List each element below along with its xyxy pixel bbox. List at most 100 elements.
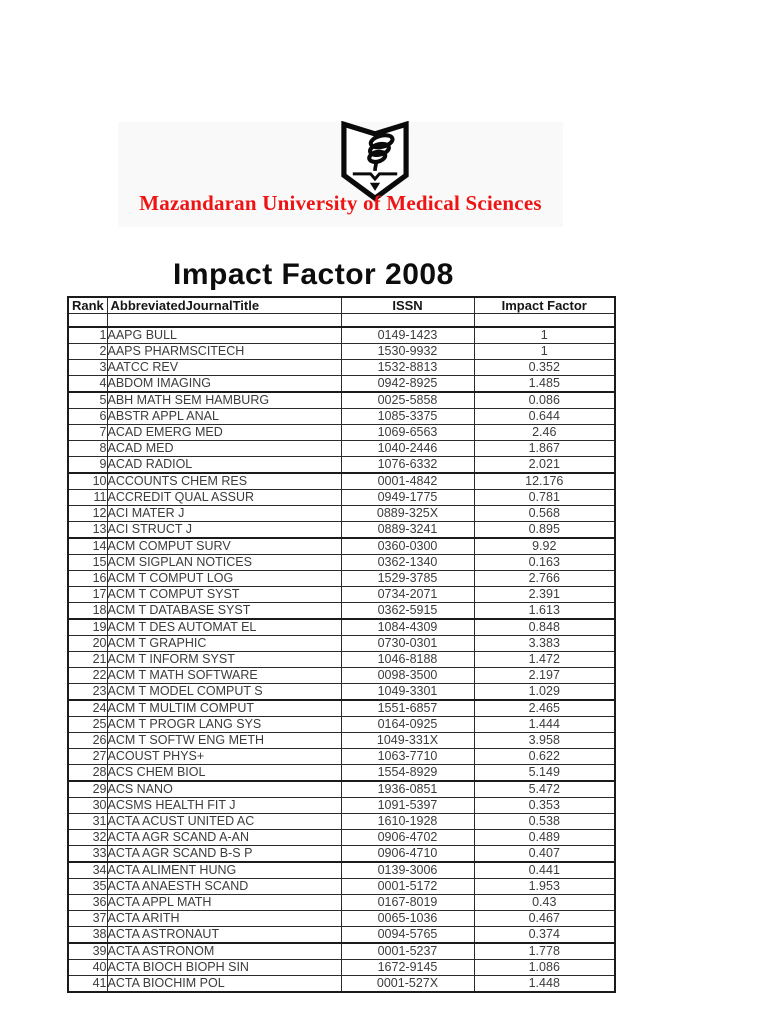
impact-factor-cell: 0.441	[473, 861, 616, 879]
journal-title-cell: ACM T COMPUT LOG	[106, 569, 342, 587]
impact-factor-cell: 1.086	[473, 958, 616, 976]
rank-cell: 14	[67, 537, 108, 555]
rank-cell: 6	[67, 407, 108, 425]
journal-title-cell: ACTA ASTRONOM	[106, 942, 342, 960]
rank-cell: 23	[67, 682, 108, 701]
journal-title-cell: ABDOM IMAGING	[106, 374, 342, 393]
issn-cell: 1063-7710	[340, 747, 475, 765]
table-row: 13 ACI STRUCT J 0889-3241 0.895	[67, 520, 616, 539]
rank-cell: 1	[67, 326, 108, 344]
issn-cell: 1532-8813	[340, 358, 475, 376]
journal-title-cell: ACTA APPL MATH	[106, 893, 342, 911]
table-row: 12 ACI MATER J 0889-325X 0.568	[67, 504, 616, 522]
mazandaran-university-logo	[341, 121, 409, 202]
issn-cell: 0025-5858	[340, 391, 475, 409]
issn-cell: 1530-9932	[340, 342, 475, 360]
impact-factor-cell: 2.197	[473, 666, 616, 684]
journal-title-cell: ACM T PROGR LANG SYS	[106, 715, 342, 733]
table-row: 2 AAPS PHARMSCITECH 1530-9932 1	[67, 342, 616, 360]
impact-factor-cell: 5.472	[473, 780, 616, 798]
impact-factor-cell: 0.848	[473, 618, 616, 636]
impact-factor-cell: 2.766	[473, 569, 616, 587]
issn-cell: 1551-6857	[340, 699, 475, 717]
rank-cell: 21	[67, 650, 108, 668]
issn-cell: 0139-3006	[340, 861, 475, 879]
issn-cell: 0098-3500	[340, 666, 475, 684]
table-row: 33 ACTA AGR SCAND B-S P 0906-4710 0.407	[67, 844, 616, 863]
issn-cell: 0734-2071	[340, 585, 475, 603]
impact-factor-cell: 0.353	[473, 796, 616, 814]
rank-cell: 4	[67, 374, 108, 393]
rank-cell: 11	[67, 488, 108, 506]
issn-cell: 0001-527X	[340, 974, 475, 992]
table-row: 15 ACM SIGPLAN NOTICES 0362-1340 0.163	[67, 553, 616, 571]
impact-factor-cell: 1.953	[473, 877, 616, 895]
journal-title-cell: ACI STRUCT J	[106, 520, 342, 539]
impact-factor-cell: 1.778	[473, 942, 616, 960]
issn-cell: 1610-1928	[340, 812, 475, 830]
journal-title-cell: ACTA ARITH	[106, 909, 342, 927]
empty-cell	[106, 313, 342, 328]
journal-title-cell: ACTA ALIMENT HUNG	[106, 861, 342, 879]
impact-factor-cell: 1.613	[473, 601, 616, 620]
issn-cell: 1069-6563	[340, 423, 475, 441]
table-header-row: Rank AbbreviatedJournalTitle ISSN Impact…	[67, 296, 616, 314]
rank-cell: 40	[67, 958, 108, 976]
impact-factor-cell: 0.622	[473, 747, 616, 765]
rank-cell: 31	[67, 812, 108, 830]
impact-factor-cell: 1.029	[473, 682, 616, 701]
rank-cell: 34	[67, 861, 108, 879]
empty-cell	[340, 313, 475, 328]
journal-title-cell: AATCC REV	[106, 358, 342, 376]
impact-factor-cell: 3.383	[473, 634, 616, 652]
rank-cell: 28	[67, 763, 108, 782]
column-header-issn: ISSN	[340, 296, 475, 314]
issn-cell: 1084-4309	[340, 618, 475, 636]
table-row: 31 ACTA ACUST UNITED AC 1610-1928 0.538	[67, 812, 616, 830]
impact-factor-cell: 2.021	[473, 455, 616, 474]
column-header-journal-title: AbbreviatedJournalTitle	[106, 296, 342, 314]
table-row: 16 ACM T COMPUT LOG 1529-3785 2.766	[67, 569, 616, 587]
impact-factor-cell: 1.472	[473, 650, 616, 668]
table-row: 14 ACM COMPUT SURV 0360-0300 9.92	[67, 537, 616, 555]
impact-factor-cell: 0.407	[473, 844, 616, 863]
issn-cell: 0949-1775	[340, 488, 475, 506]
table-row: 19 ACM T DES AUTOMAT EL 1084-4309 0.848	[67, 618, 616, 636]
impact-factor-cell: 1	[473, 326, 616, 344]
issn-cell: 1040-2446	[340, 439, 475, 457]
issn-cell: 0889-325X	[340, 504, 475, 522]
impact-factor-cell: 1.485	[473, 374, 616, 393]
impact-factor-cell: 2.46	[473, 423, 616, 441]
rank-cell: 3	[67, 358, 108, 376]
spacer-row	[67, 313, 616, 328]
issn-cell: 1554-8929	[340, 763, 475, 782]
rank-cell: 7	[67, 423, 108, 441]
rank-cell: 36	[67, 893, 108, 911]
table-row: 30 ACSMS HEALTH FIT J 1091-5397 0.353	[67, 796, 616, 814]
table-row: 21 ACM T INFORM SYST 1046-8188 1.472	[67, 650, 616, 668]
table-row: 1 AAPG BULL 0149-1423 1	[67, 326, 616, 344]
issn-cell: 1049-3301	[340, 682, 475, 701]
table-row: 22 ACM T MATH SOFTWARE 0098-3500 2.197	[67, 666, 616, 684]
rank-cell: 15	[67, 553, 108, 571]
rank-cell: 27	[67, 747, 108, 765]
impact-factor-cell: 1.444	[473, 715, 616, 733]
table-row: 17 ACM T COMPUT SYST 0734-2071 2.391	[67, 585, 616, 603]
table-row: 39 ACTA ASTRONOM 0001-5237 1.778	[67, 942, 616, 960]
table-row: 36 ACTA APPL MATH 0167-8019 0.43	[67, 893, 616, 911]
impact-factor-cell: 0.374	[473, 925, 616, 944]
rank-cell: 38	[67, 925, 108, 944]
table-row: 23 ACM T MODEL COMPUT S 1049-3301 1.029	[67, 682, 616, 701]
journal-title-cell: ACTA AGR SCAND A-AN	[106, 828, 342, 846]
journal-title-cell: ACAD MED	[106, 439, 342, 457]
issn-cell: 0362-5915	[340, 601, 475, 620]
table-row: 27 ACOUST PHYS+ 1063-7710 0.622	[67, 747, 616, 765]
issn-cell: 1076-6332	[340, 455, 475, 474]
journal-title-cell: ACOUST PHYS+	[106, 747, 342, 765]
journal-title-cell: ACCOUNTS CHEM RES	[106, 472, 342, 490]
journal-title-cell: ACSMS HEALTH FIT J	[106, 796, 342, 814]
table-row: 5 ABH MATH SEM HAMBURG 0025-5858 0.086	[67, 391, 616, 409]
journal-title-cell: ACCREDIT QUAL ASSUR	[106, 488, 342, 506]
issn-cell: 1091-5397	[340, 796, 475, 814]
issn-cell: 0730-0301	[340, 634, 475, 652]
